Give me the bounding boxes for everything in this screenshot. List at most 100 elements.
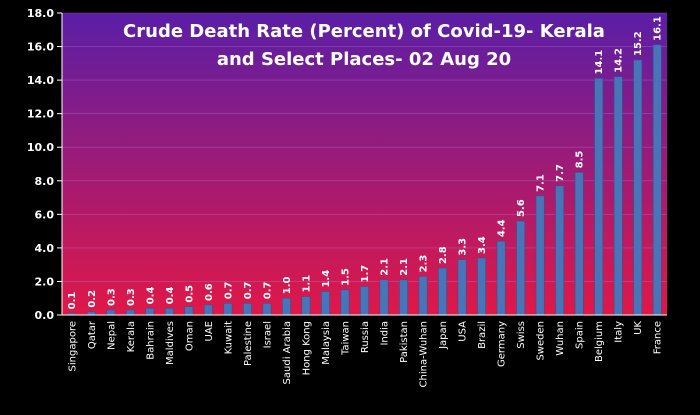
y-tick-label: 8.0 (35, 175, 55, 188)
data-label: 3.3 (458, 238, 469, 256)
y-tick-label: 14.0 (27, 74, 54, 87)
data-label: 0.3 (126, 288, 137, 306)
x-tick-label: France (653, 321, 664, 354)
data-label: 0.3 (106, 288, 117, 306)
bar (243, 302, 252, 316)
y-tick-label: 6.0 (35, 208, 55, 221)
data-label: 2.8 (438, 246, 449, 264)
y-tick-label: 2.0 (35, 275, 55, 288)
data-label: 0.5 (184, 285, 195, 303)
data-label: 3.4 (477, 236, 488, 254)
data-label: 0.4 (165, 287, 176, 305)
x-tick-label: Palestine (243, 321, 254, 366)
x-tick-label: Belgium (594, 321, 605, 362)
x-tick-label: Swiss (516, 321, 527, 349)
data-label: 0.7 (243, 281, 254, 299)
bar (438, 267, 447, 316)
axes: 0.0 2.0 4.0 6.0 8.0 10.0 12.0 14.0 16.0 18.0 Singa… (27, 7, 667, 387)
x-tick-label: Wuhan (555, 321, 566, 356)
x-tick-label: Maldives (165, 321, 176, 365)
x-tick-label: UAE (204, 321, 215, 341)
data-label: 1.1 (301, 275, 312, 293)
x-tick-label: Saudi Arabia (282, 321, 293, 384)
x-tick-label: Qatar (87, 320, 98, 349)
x-tick-label: Nepal (106, 321, 117, 350)
bar (282, 297, 291, 316)
x-tick-label: India (380, 321, 391, 346)
bar (106, 309, 116, 316)
data-label: 2.1 (380, 258, 391, 276)
bar (457, 259, 467, 316)
data-label: 2.3 (419, 255, 430, 273)
x-tick-label: USA (458, 321, 469, 342)
bar (477, 257, 486, 316)
data-label: 1.7 (360, 265, 371, 283)
bar (164, 307, 174, 316)
bar (594, 78, 604, 316)
data-label: 7.1 (536, 174, 547, 192)
x-tick-label: Singapore (67, 321, 78, 371)
data-label: 0.7 (262, 281, 273, 299)
x-tick-label: Sweden (536, 321, 547, 361)
data-label: 7.7 (555, 164, 566, 182)
x-tick-label: Germany (497, 321, 508, 367)
data-label: 1.5 (340, 268, 351, 286)
x-tick-label: UK (633, 321, 644, 335)
y-tick-label: 12.0 (27, 108, 54, 121)
data-label: 15.2 (633, 31, 644, 56)
x-tick-label: Italy (614, 321, 625, 343)
x-tick-label: Brazil (477, 321, 488, 349)
data-label: 14.2 (614, 48, 625, 73)
bar (379, 279, 389, 316)
x-tick-label: Spain (575, 321, 586, 349)
bar (535, 195, 545, 316)
x-tick-label: Taiwan (340, 321, 351, 356)
data-label: 16.1 (653, 16, 664, 41)
data-label: 0.6 (204, 283, 215, 301)
bar (613, 76, 623, 316)
x-tick-label: Russia (360, 321, 371, 353)
bar (184, 306, 194, 316)
bar (86, 311, 96, 316)
data-label: 2.1 (399, 258, 410, 276)
x-tick-label: Kuwait (223, 321, 234, 354)
data-label: 1.4 (321, 270, 332, 288)
x-tick-label: Israel (262, 321, 273, 348)
x-tick-label: Malaysia (321, 321, 332, 365)
y-tick-label: 4.0 (35, 242, 55, 255)
x-tick-label: Hong Kong (301, 321, 312, 375)
chart-title-line-1: Crude Death Rate (Percent) of Covid-19- … (123, 21, 605, 42)
x-tick-label: Oman (184, 321, 195, 351)
gridlines (62, 12, 667, 282)
bar (652, 44, 662, 316)
bar (145, 307, 155, 316)
data-label: 5.6 (516, 199, 527, 217)
y-tick-label: 10.0 (27, 141, 54, 154)
bar (223, 302, 233, 316)
bar (360, 286, 369, 316)
data-label: 0.1 (67, 292, 78, 310)
bar (125, 309, 135, 316)
plot-area (62, 13, 667, 315)
chart-title-line-2: and Select Places- 02 Aug 20 (217, 49, 511, 70)
bar (321, 291, 330, 316)
x-tick-label: Kerala (126, 321, 137, 352)
y-tick-label: 18.0 (27, 7, 54, 20)
x-tick-label: China-Wuhan (419, 321, 430, 387)
data-label: 0.4 (145, 287, 156, 305)
data-label: 1.0 (282, 276, 293, 294)
data-label: 8.5 (575, 151, 586, 169)
bar (633, 59, 643, 316)
bar (301, 296, 311, 316)
x-tick-label: Bahrain (145, 321, 156, 360)
bar (399, 279, 408, 316)
y-tick-label: 0.0 (35, 309, 55, 322)
bar (340, 289, 350, 316)
data-label: 14.1 (594, 50, 605, 75)
bar (496, 240, 506, 316)
y-tick-label: 16.0 (27, 41, 54, 54)
bar (555, 185, 565, 316)
x-tick-label: Japan (438, 321, 449, 350)
